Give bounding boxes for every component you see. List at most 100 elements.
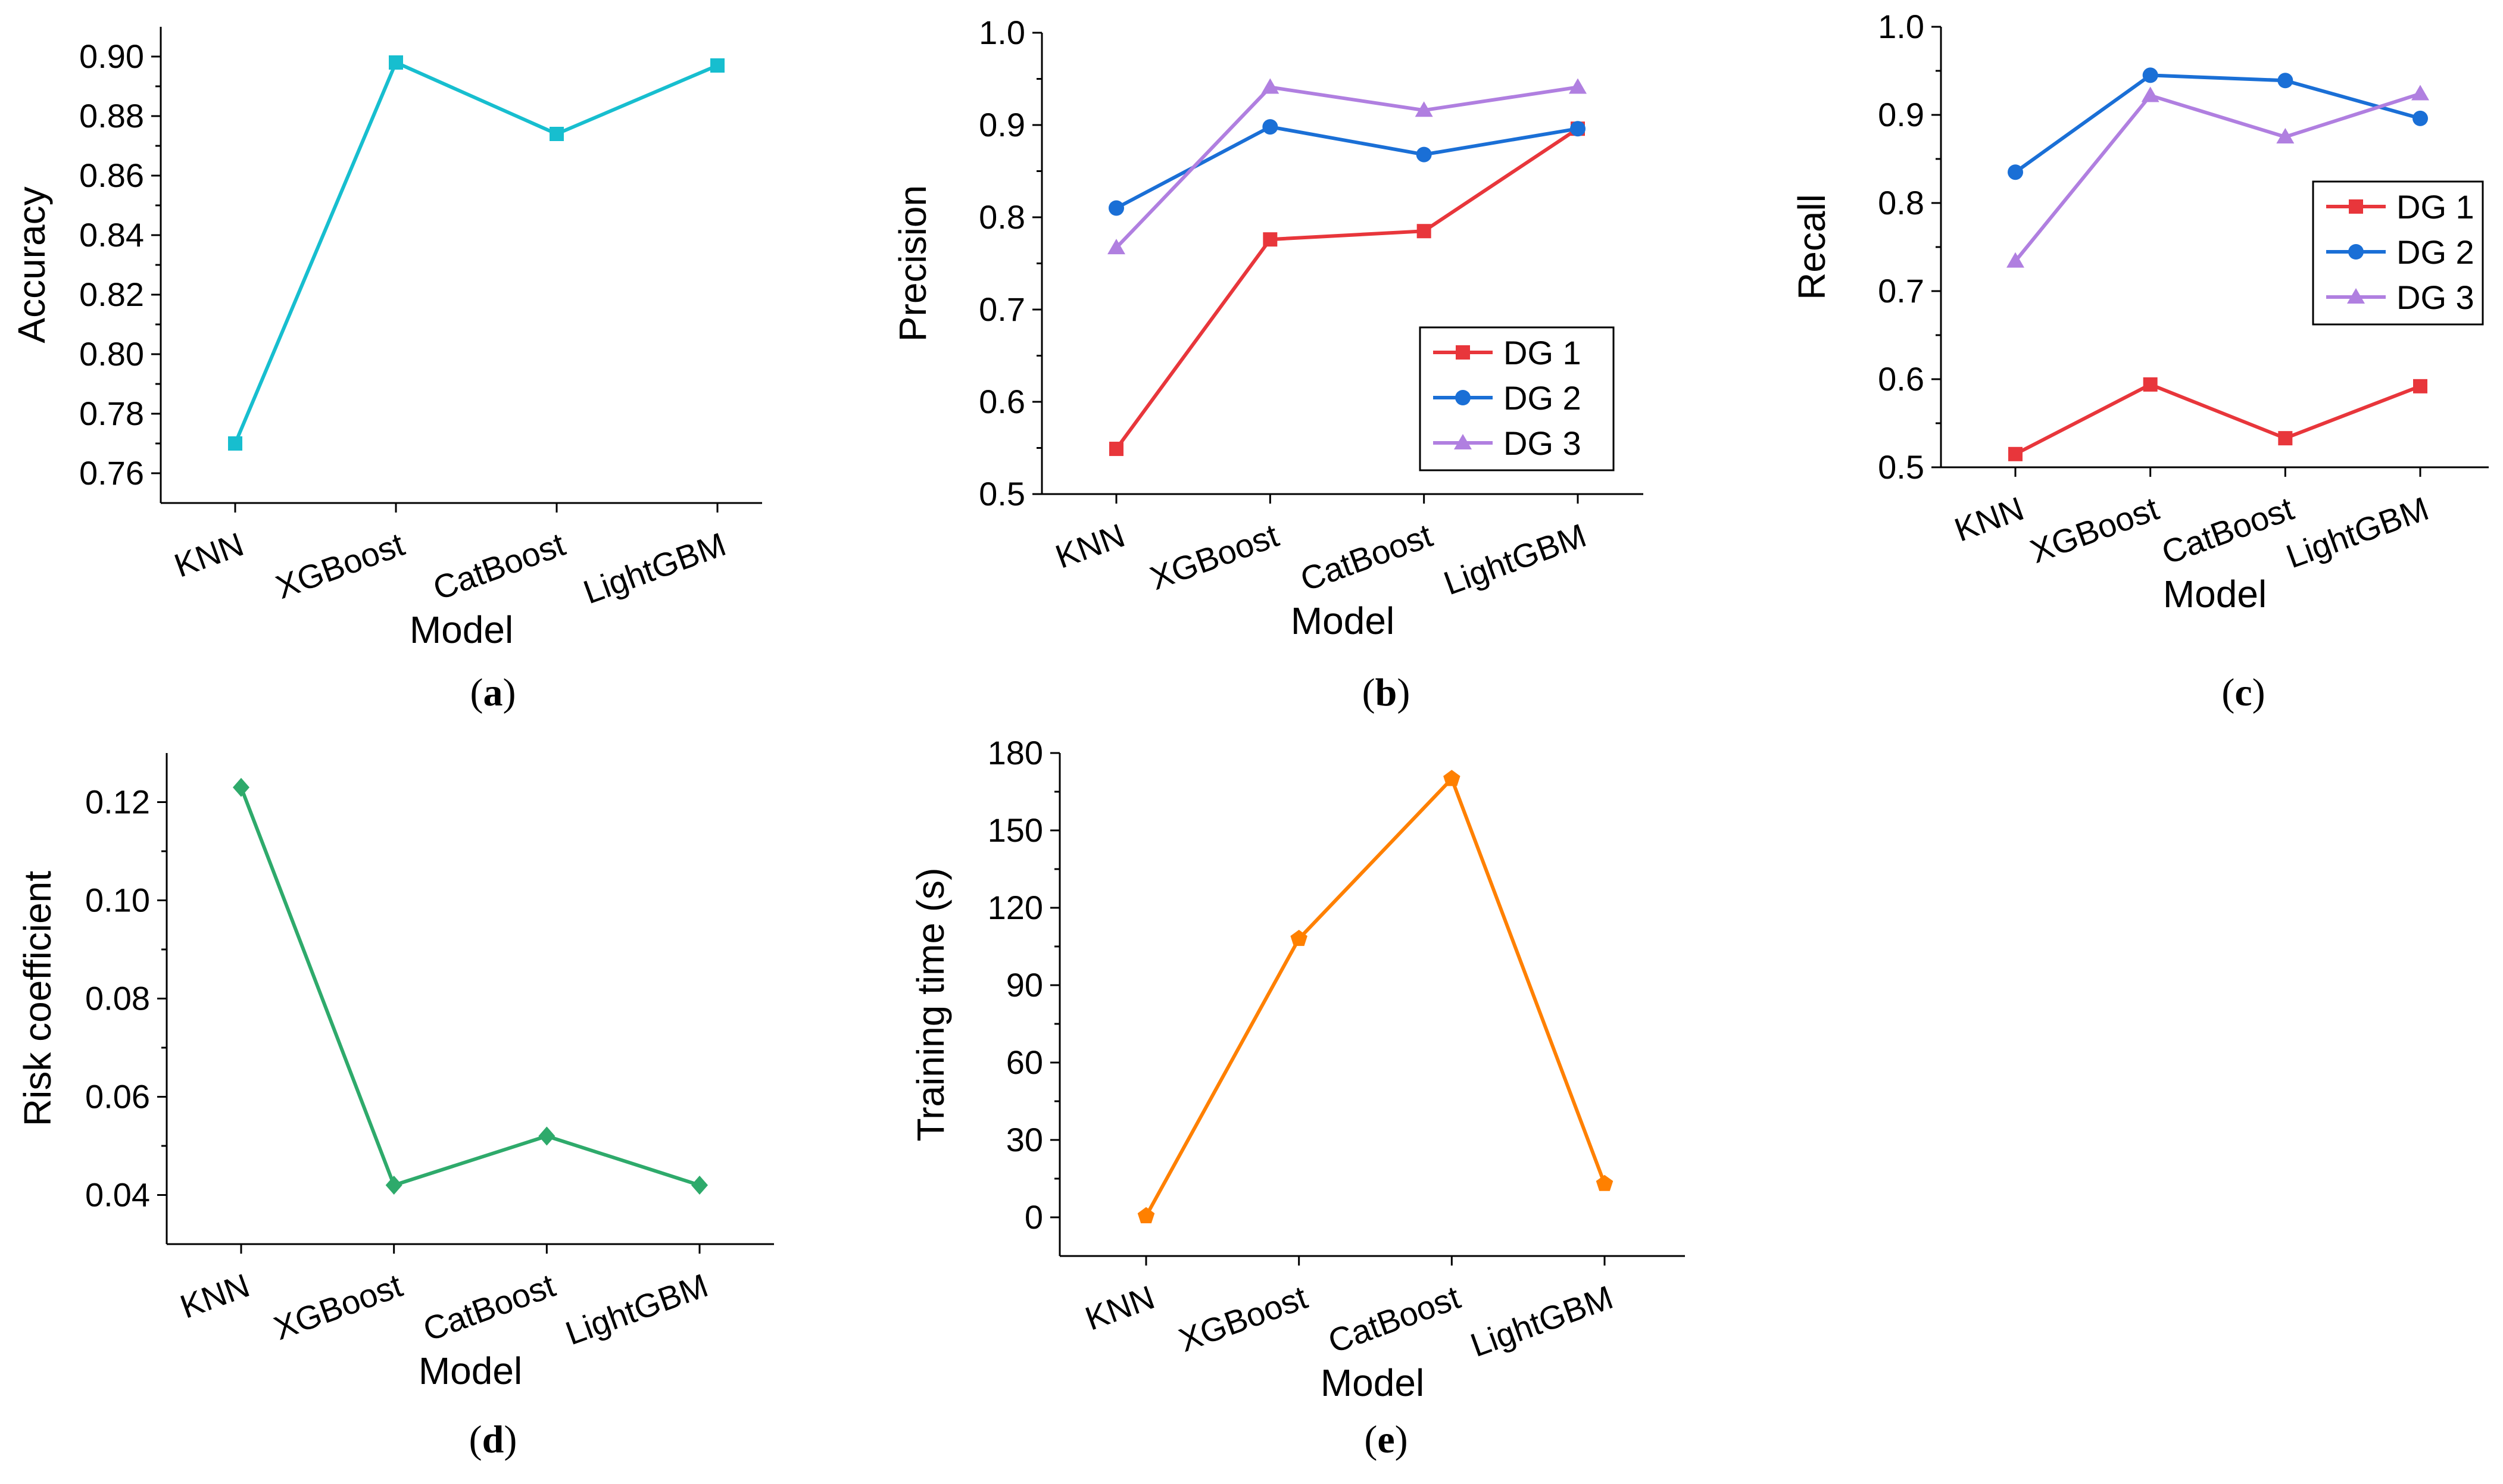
y-axis-title: Training time (s) [909,868,952,1142]
legend-label: DG 1 [2396,188,2474,226]
data-point [2008,446,2023,461]
y-tick-label: 150 [988,811,1043,849]
series-line [2014,73,2421,174]
series-1 [1137,770,1613,1223]
y-tick-label: 0.06 [85,1078,150,1116]
x-tick-label: CatBoost [2156,489,2298,571]
legend-item: DG 3 [2326,279,2474,316]
x-tick-label: XGBoost [1174,1278,1313,1359]
legend-label: DG 1 [1503,334,1581,371]
y-tick-label: 0.04 [85,1176,150,1214]
y-tick-label: 0.5 [979,475,1025,513]
panel-label: (a) [470,671,516,714]
legend-marker [1455,390,1471,405]
data-point [2411,85,2429,101]
legend-marker [2349,199,2363,214]
legend-label: DG 2 [1503,379,1581,417]
data-point [2277,73,2293,89]
data-point [1290,930,1307,946]
panel-label-close: ) [503,671,516,714]
data-point [389,55,403,70]
panel-label-letter: c [2234,671,2252,714]
chart-panel-d: 0.04 0.06 0.08 0.10 0.12 KNN XGBoost CatBoost Li… [16,753,774,1461]
y-tick-label: 0 [1025,1198,1043,1236]
x-tick-label: XGBoost [1145,516,1284,597]
legend-marker [1456,345,1470,360]
y-tick-label: 0.76 [79,454,144,492]
data-point [1416,224,1431,239]
data-point [2143,377,2158,392]
panel-label-close: ) [504,1418,517,1461]
data-point [2278,431,2293,446]
series-3 [1107,78,1587,255]
series-line [1144,775,1606,1217]
y-tick-label: 0.9 [979,106,1025,143]
y-tick-label: 0.82 [79,276,144,313]
x-tick-label: CatBoost [418,1266,560,1348]
x-tick-label: KNN [1949,489,2028,549]
data-point [1415,101,1433,117]
data-point [1416,146,1432,163]
series-line [239,786,700,1188]
x-tick-label: KNN [1080,1278,1159,1338]
legend-item: DG 1 [1433,334,1581,371]
data-point [1262,119,1278,135]
data-point [228,436,242,451]
panel-label-letter: b [1375,671,1397,714]
panel-label-close: ) [1395,1418,1408,1461]
panel-label: (c) [2221,671,2265,714]
y-tick-label: 1.0 [1878,8,1924,45]
x-tick-label: LightGBM [579,525,731,611]
panel-label-open: ( [1364,1418,1377,1461]
series-line [1115,85,1578,249]
panel-label: (b) [1362,671,1410,714]
legend-marker [1454,434,1472,449]
y-tick-label: 0.8 [1878,184,1924,221]
legend-marker [2347,288,2365,304]
panel-label-open: ( [2221,671,2234,714]
data-point [691,1176,708,1195]
x-axis-title: Model [2163,573,2267,616]
y-tick-label: 0.84 [79,216,144,254]
y-tick-label: 60 [1006,1044,1043,1081]
chart-panel-e: 0 30 60 90 120 150 180 KNN XGBoost CatBoost LightG… [909,734,1685,1461]
x-tick-label: XGBoost [2026,489,2164,570]
y-tick-label: 90 [1006,966,1043,1004]
legend: DG 1 DG 2 DG 3 [1419,326,1615,471]
data-point [2141,86,2159,102]
y-tick-label: 0.6 [979,383,1025,420]
panel-label-close: ) [2252,671,2265,714]
y-tick-label: 0.10 [85,882,150,919]
series-2 [2008,67,2428,180]
legend-label: DG 3 [1503,424,1581,462]
y-axis-title: Recall [1790,194,1833,300]
y-tick-label: 0.8 [979,198,1025,236]
legend-item: DG 1 [2326,188,2474,226]
series-3 [2006,85,2429,268]
panel-label-letter: d [482,1418,504,1461]
panel-label-letter: a [483,671,503,714]
panel-label-letter: e [1377,1418,1394,1461]
series-line [233,60,719,445]
x-tick-label: KNN [169,525,248,585]
x-tick-label: LightGBM [2282,489,2434,575]
y-tick-label: 0.08 [85,980,150,1017]
y-tick-label: 30 [1006,1121,1043,1158]
x-axis-title: Model [419,1349,522,1392]
legend-marker [2348,244,2364,260]
x-tick-label: XGBoost [269,1266,408,1347]
legend-label: DG 2 [2396,233,2474,271]
y-tick-label: 1.0 [979,14,1025,51]
panel-label-open: ( [470,671,483,714]
series-2 [1109,119,1586,216]
y-axis-title: Precision [891,185,934,342]
data-point [385,1176,402,1195]
data-point [2276,128,2295,143]
data-point [1107,239,1125,255]
y-tick-label: 0.86 [79,157,144,194]
legend: DG 1 DG 2 DG 3 [2312,180,2484,326]
data-point [1109,200,1124,216]
panel-label-open: ( [469,1418,482,1461]
